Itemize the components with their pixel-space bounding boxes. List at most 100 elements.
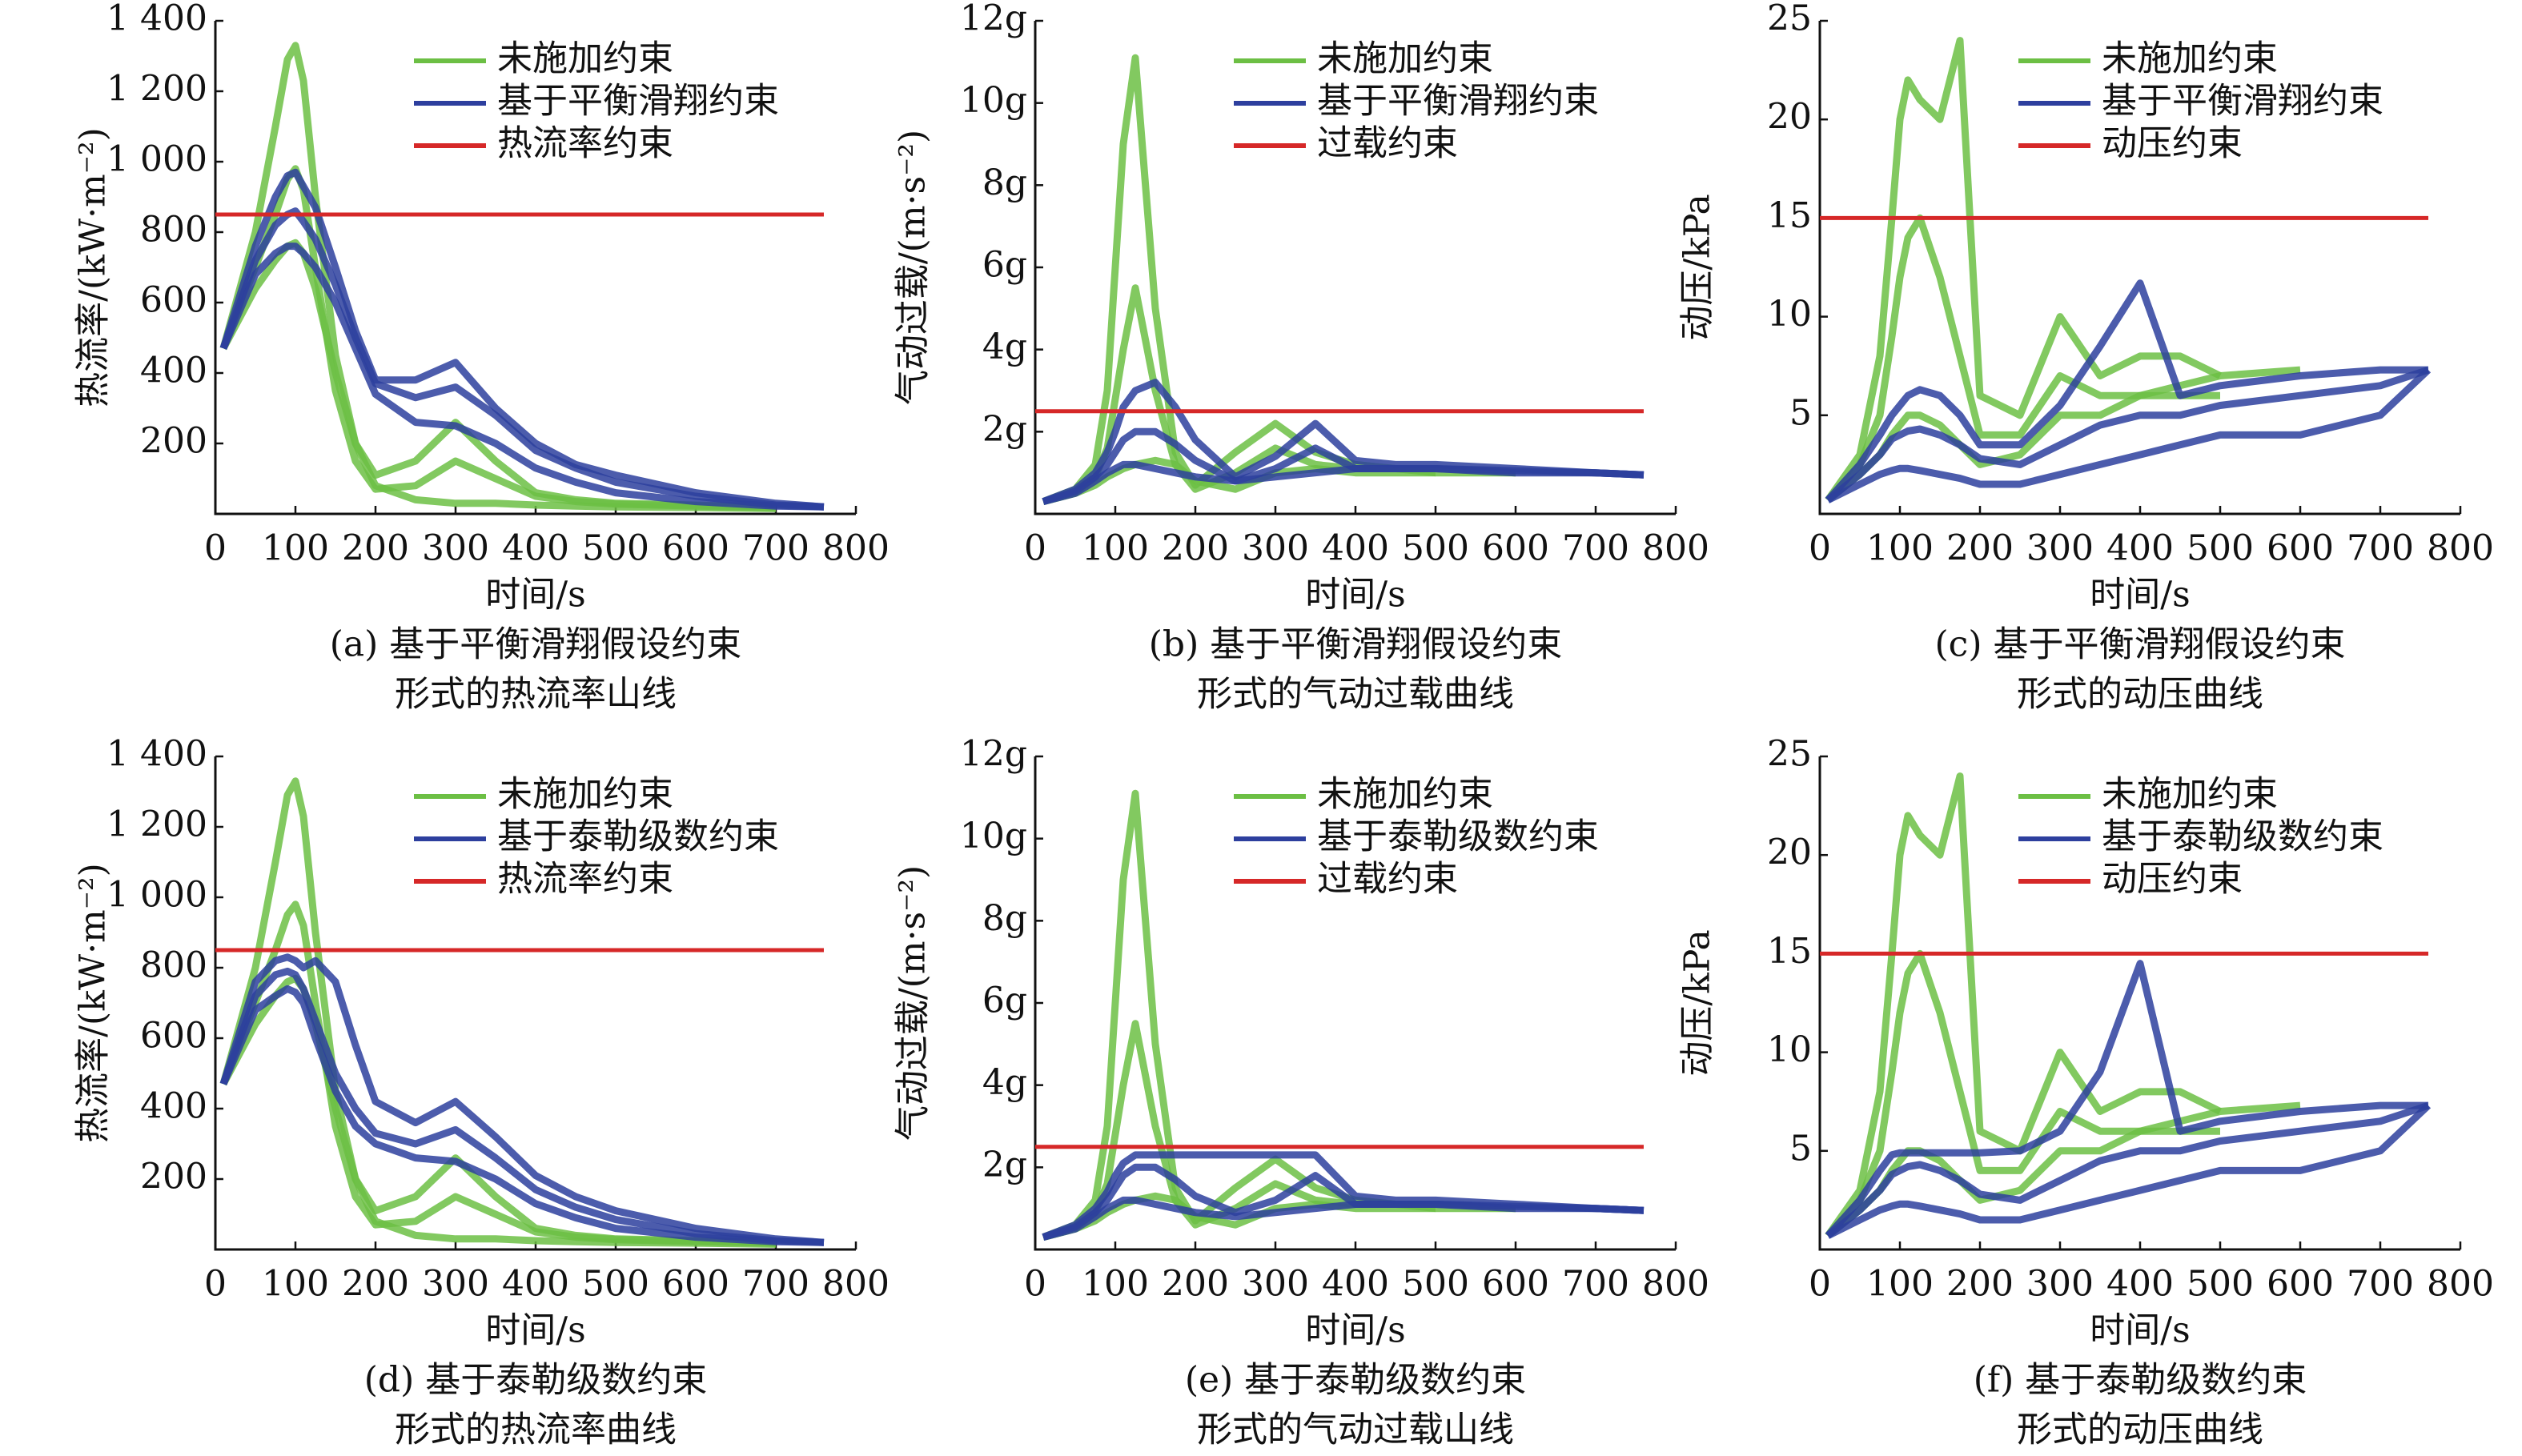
x-tick-label: 500 [1402,528,1469,569]
y-tick-label: 2g [982,1145,1027,1185]
x-tick-label: 400 [1322,528,1389,569]
y-tick-label: 5 [1789,392,1812,433]
x-tick-label: 700 [742,1264,809,1305]
series-line [219,985,825,1246]
caption: 形式的气动过载山线 [1197,1410,1514,1450]
legend-label: 基于平衡滑翔约束 [2102,81,2383,122]
x-tick-label: 700 [1562,528,1629,569]
series-line [1826,367,2432,503]
caption: (d) 基于泰勒级数约束 [364,1360,707,1401]
x-tick-label: 700 [2347,528,2414,569]
x-tick-label: 800 [1642,1264,1709,1305]
series-line [1042,1151,1645,1241]
x-tick-label: 300 [2026,528,2094,569]
y-tick-label: 1 200 [106,804,207,845]
y-tick-label: 200 [140,421,207,462]
y-tick-label: 1 400 [106,0,207,39]
x-axis-label: 时间/s [2090,575,2190,616]
x-tick-label: 800 [2427,528,2494,569]
y-tick-label: 10 [1767,1029,1812,1070]
series-line [1825,366,2430,503]
series-line [219,953,825,1246]
x-tick-label: 0 [1809,1264,1831,1305]
series-line [1825,279,2428,503]
y-tick-label: 15 [1767,931,1812,972]
x-tick-label: 200 [1946,1264,2014,1305]
y-tick-label: 8g [982,898,1027,939]
series-line [219,900,777,1247]
x-tick-label: 300 [422,1264,489,1305]
y-tick-label: 15 [1767,195,1812,236]
x-tick-label: 400 [2106,528,2174,569]
y-axis-label: 气动过载/(m·s⁻²) [893,130,934,405]
legend-label: 过载约束 [1317,123,1458,164]
legend-label: 未施加约束 [497,38,673,79]
x-tick-label: 500 [2187,528,2254,569]
x-tick-label: 700 [742,528,809,569]
x-tick-label: 500 [1402,1264,1469,1305]
x-tick-label: 300 [1242,1264,1309,1305]
x-tick-label: 0 [204,528,227,569]
y-tick-label: 2g [982,409,1027,450]
series-line [1042,1196,1645,1241]
series-line [1825,960,2428,1238]
legend-label: 未施加约束 [2102,774,2278,815]
legend-label: 基于平衡滑翔约束 [497,81,779,122]
series-line [219,243,825,511]
y-axis-label: 气动过载/(m·s⁻²) [893,865,934,1141]
legend-label: 基于平衡滑翔约束 [1317,81,1599,122]
y-tick-label: 600 [140,280,207,321]
x-tick-label: 600 [1482,528,1549,569]
y-tick-label: 4g [982,1062,1027,1103]
y-tick-label: 5 [1789,1128,1812,1169]
caption: 形式的动压曲线 [2017,674,2263,715]
x-tick-label: 400 [2106,1264,2174,1305]
x-tick-label: 500 [582,1264,649,1305]
x-tick-label: 100 [1082,1264,1149,1305]
legend-label: 动压约束 [2102,859,2243,900]
y-tick-label: 8g [982,162,1027,203]
series-line [1825,1101,2430,1239]
caption: (a) 基于平衡滑翔假设约束 [330,624,742,665]
y-tick-label: 20 [1767,97,1812,138]
y-tick-label: 4g [982,327,1027,367]
x-tick-label: 600 [2267,1264,2334,1305]
x-tick-label: 300 [1242,528,1309,569]
y-axis-label: 热流率/(kW·m⁻²) [73,127,114,407]
series-line [220,974,777,1248]
x-axis-label: 时间/s [2090,1310,2190,1351]
x-tick-label: 800 [822,528,890,569]
y-tick-label: 600 [140,1016,207,1057]
x-tick-label: 200 [1162,1264,1229,1305]
x-tick-label: 600 [662,1264,729,1305]
series-line [1825,37,2222,503]
y-tick-label: 1 400 [106,734,207,775]
x-tick-label: 0 [1024,1264,1046,1305]
legend-label: 未施加约束 [1317,774,1493,815]
x-tick-label: 0 [1024,528,1046,569]
y-axis-label: 动压/kPa [1677,929,1718,1076]
x-tick-label: 600 [1482,1264,1549,1305]
y-tick-label: 6g [982,245,1027,286]
caption: (c) 基于平衡滑翔假设约束 [1935,624,2346,665]
caption: 形式的热流率山线 [395,674,677,715]
x-axis-label: 时间/s [1305,1310,1405,1351]
y-tick-label: 800 [140,210,207,251]
legend-label: 热流率约束 [497,859,673,900]
legend-label: 过载约束 [1317,859,1458,900]
x-tick-label: 600 [662,528,729,569]
x-tick-label: 400 [502,1264,569,1305]
caption: (b) 基于平衡滑翔假设约束 [1149,624,1562,665]
series-line [1825,772,2222,1238]
x-tick-label: 200 [342,528,409,569]
legend-label: 基于泰勒级数约束 [1317,816,1599,857]
x-tick-label: 800 [2427,1264,2494,1305]
x-tick-label: 100 [1866,1264,1934,1305]
caption: (f) 基于泰勒级数约束 [1974,1360,2307,1401]
legend-label: 未施加约束 [2102,38,2278,79]
y-tick-label: 400 [140,1086,207,1127]
x-tick-label: 100 [1082,528,1149,569]
legend-label: 基于泰勒级数约束 [2102,816,2383,857]
x-tick-label: 400 [1322,1264,1389,1305]
